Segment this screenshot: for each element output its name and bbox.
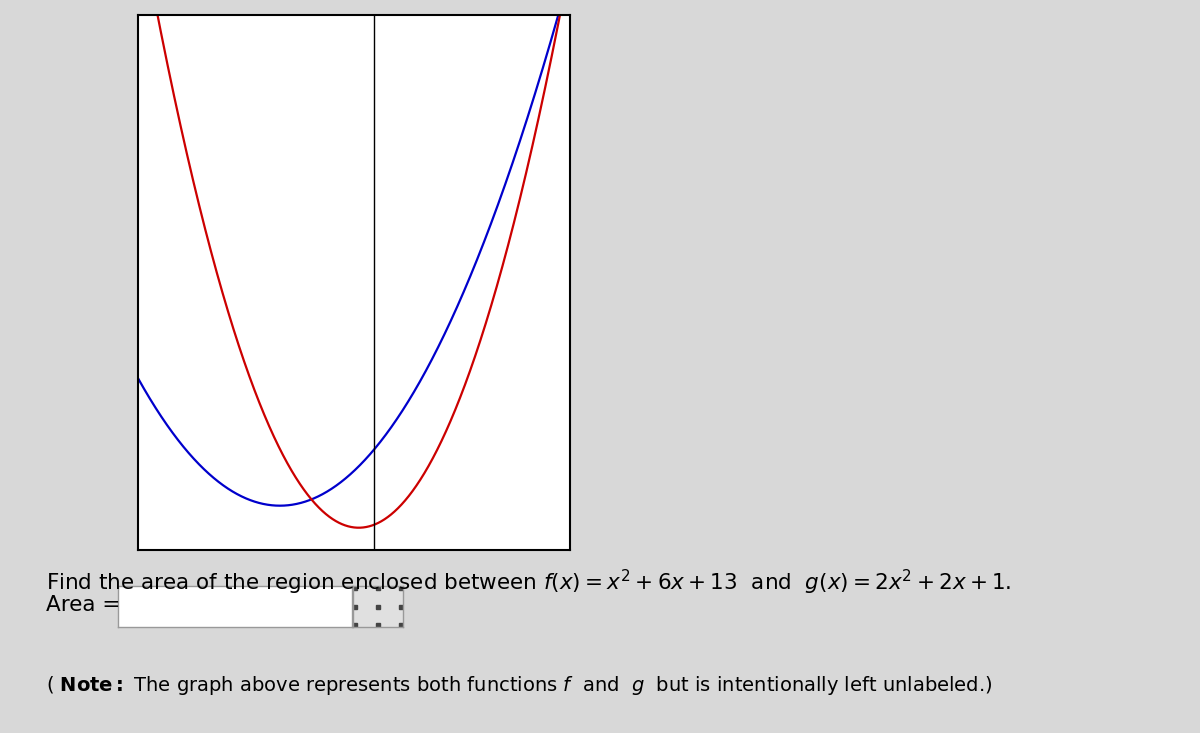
- Text: Area =: Area =: [46, 594, 120, 615]
- Text: ( $\mathbf{Note:}$ The graph above represents both functions $f$  and  $g$  but : ( $\mathbf{Note:}$ The graph above repre…: [46, 674, 992, 697]
- Text: Find the area of the region enclosed between $f(x) = x^2 + 6x + 13$  and  $g(x) : Find the area of the region enclosed bet…: [46, 568, 1012, 597]
